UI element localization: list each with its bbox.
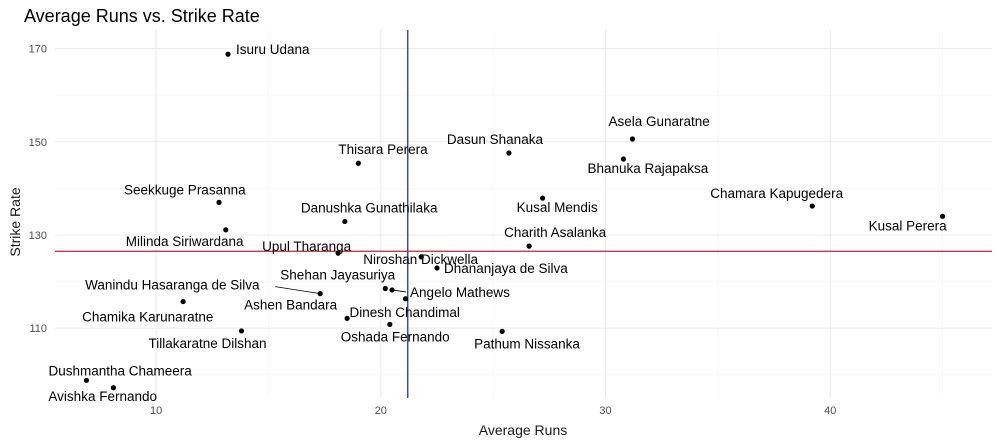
data-point [110, 385, 117, 391]
y-tick-label: 150 [29, 137, 47, 149]
point-label: Dinesh Chandimal [350, 305, 460, 320]
data-point [180, 298, 186, 305]
data-point [387, 321, 393, 327]
data-point [335, 250, 341, 256]
point-label: Tillakaratne Dilshan [149, 336, 267, 351]
point-label: Chamara Kapugedera [710, 186, 843, 201]
point-label: Seekkuge Prasanna [124, 182, 246, 197]
point-label: Asela Gunaratne [608, 114, 709, 129]
data-point [526, 243, 532, 249]
x-tick-label: 30 [599, 405, 611, 417]
x-tick-label: 20 [375, 405, 387, 417]
point-label: Oshada Fernando [341, 329, 450, 344]
data-point [434, 265, 440, 271]
point-label: Wanindu Hasaranga de Silva [85, 278, 260, 293]
point-label: Milinda Siriwardana [126, 234, 244, 249]
data-point [418, 254, 424, 260]
data-point [216, 199, 222, 205]
chart-title: Average Runs vs. Strike Rate [24, 6, 260, 26]
data-point [539, 195, 546, 201]
point-label: Kusal Mendis [517, 200, 598, 215]
data-point [225, 51, 231, 57]
point-label: Chamika Karunaratne [82, 310, 213, 325]
point-label: Danushka Gunathilaka [301, 200, 438, 215]
point-label: Charith Asalanka [504, 225, 607, 240]
x-axis-title: Average Runs [479, 422, 567, 438]
data-point [939, 213, 946, 219]
point-label: Angelo Mathews [410, 285, 510, 300]
data-point [382, 285, 388, 292]
point-label: Bhanuka Rajapaksa [587, 161, 708, 176]
point-label: Shehan Jayasuriya [280, 268, 395, 283]
x-tick-label: 10 [150, 405, 162, 417]
data-point [506, 150, 512, 156]
data-point [620, 156, 627, 162]
point-label: Thisara Perera [338, 142, 428, 157]
point-label: Avishka Fernando [48, 389, 157, 404]
y-tick-label: 170 [29, 44, 47, 56]
point-label: Dhananjaya de Silva [444, 261, 568, 276]
data-points [83, 51, 946, 391]
data-point [238, 328, 245, 334]
point-label: Kusal Perera [869, 218, 948, 233]
grid [55, 30, 992, 398]
data-point [83, 377, 90, 383]
point-labels: Isuru Udana Asela Gunaratne Dasun Shanaka B… [48, 42, 947, 404]
y-tick-label: 110 [29, 323, 47, 335]
reference-lines [55, 30, 992, 398]
x-tick-label: 40 [824, 405, 836, 417]
point-label: Pathum Nissanka [474, 336, 580, 351]
point-label: Isuru Udana [236, 42, 310, 57]
point-label: Ashen Bandara [244, 297, 338, 312]
data-point [344, 315, 350, 321]
data-point [223, 227, 229, 233]
data-point [499, 328, 505, 334]
data-point [342, 218, 348, 225]
point-label: Dasun Shanaka [447, 132, 544, 147]
data-point [355, 160, 361, 166]
point-label: Upul Tharanga [262, 239, 352, 254]
data-point [317, 291, 323, 297]
data-point [629, 136, 636, 142]
point-label: Dushmantha Chameera [48, 363, 192, 378]
data-point [809, 203, 815, 209]
y-tick-label: 130 [29, 230, 47, 242]
data-point [389, 287, 395, 293]
y-axis-title: Strike Rate [7, 187, 23, 256]
axis-ticks: 10 20 30 40 110 130 150 170 [29, 44, 837, 417]
point-label: Niroshan Dickwella [363, 252, 478, 267]
label-leader-line [275, 286, 321, 295]
data-point [402, 296, 409, 302]
